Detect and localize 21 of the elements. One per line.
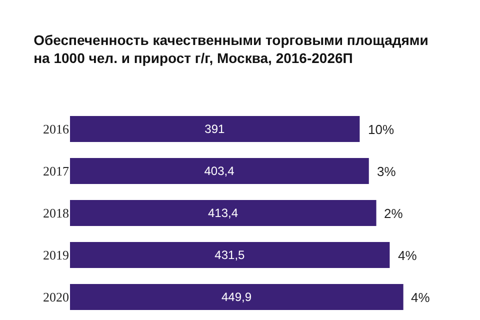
data-label: 449,9 <box>221 290 252 304</box>
y-tick-label: 2018 <box>43 206 69 221</box>
chart-title: Обеспеченность качественными торговыми площадями на 1000 чел. и прирост г/г, Москва, 2016-2026П <box>34 32 428 66</box>
bar <box>70 116 360 142</box>
annotation: 2% <box>384 206 404 221</box>
bar <box>70 200 376 226</box>
y-tick-label: 2016 <box>43 122 70 137</box>
bar <box>70 284 404 310</box>
annotation: 4% <box>411 290 430 305</box>
data-label: 391 <box>204 122 226 136</box>
annotation: 4% <box>398 248 418 263</box>
data-label: 413,4 <box>208 206 238 220</box>
data-label: 403,4 <box>204 164 235 178</box>
y-tick-label: 2019 <box>43 248 69 263</box>
y-tick-label: 2020 <box>43 290 69 305</box>
y-tick-label: 2017 <box>43 164 70 179</box>
bar <box>70 158 369 184</box>
bar <box>70 242 390 268</box>
annotation: 10% <box>368 122 394 137</box>
annotation: 3% <box>377 164 396 179</box>
data-label: 431,5 <box>214 248 246 262</box>
